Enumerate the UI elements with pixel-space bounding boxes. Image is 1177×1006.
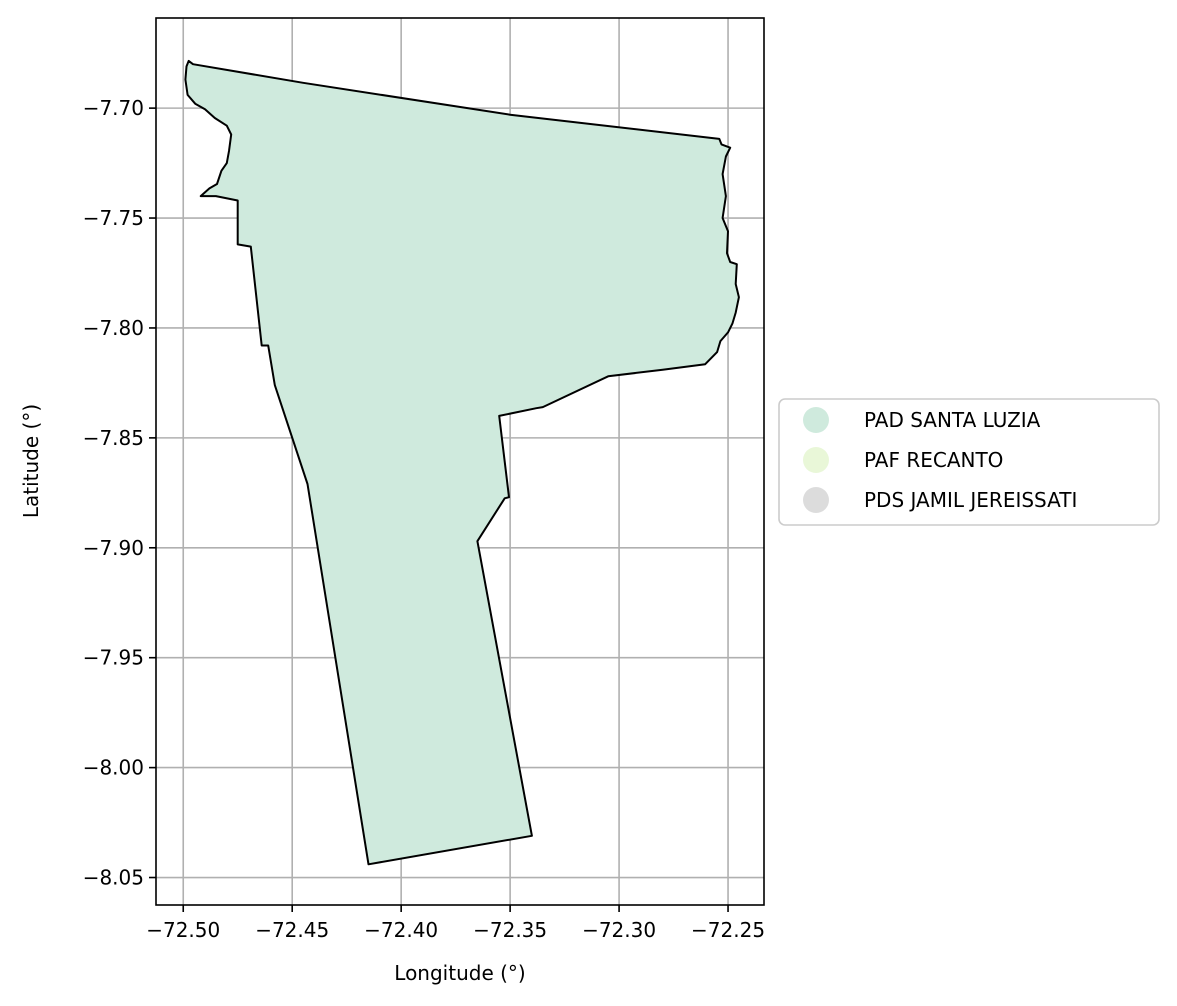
x-tick-label: −72.25 xyxy=(691,918,765,942)
y-tick-label: −7.95 xyxy=(83,646,144,670)
y-tick-label: −7.80 xyxy=(83,316,144,340)
y-tick-label: −8.00 xyxy=(83,756,144,780)
area-polygon xyxy=(185,61,739,864)
y-tick-label: −8.05 xyxy=(83,866,144,890)
legend-marker xyxy=(803,447,829,473)
y-tick-label: −7.90 xyxy=(83,536,144,560)
y-axis-label: Latitude (°) xyxy=(19,404,43,518)
y-axis-ticks: −7.70 −7.75 −7.80 −7.85 −7.90 −7.95 −8.00 −8.05 xyxy=(83,96,156,889)
legend-label: PAF RECANTO xyxy=(864,448,1003,472)
x-tick-label: −72.50 xyxy=(146,918,220,942)
legend-label: PAD SANTA LUZIA xyxy=(864,408,1041,432)
x-tick-label: −72.35 xyxy=(473,918,547,942)
x-tick-label: −72.40 xyxy=(364,918,438,942)
x-tick-label: −72.30 xyxy=(582,918,656,942)
x-axis-label: Longitude (°) xyxy=(394,961,525,985)
y-tick-label: −7.85 xyxy=(83,426,144,450)
polygon-layer xyxy=(185,61,739,864)
legend-marker xyxy=(803,407,829,433)
y-tick-label: −7.70 xyxy=(83,96,144,120)
legend-label: PDS JAMIL JEREISSATI xyxy=(864,488,1077,512)
x-tick-label: −72.45 xyxy=(255,918,329,942)
x-axis-ticks: −72.50 −72.45 −72.40 −72.35 −72.30 −72.25 xyxy=(146,905,765,942)
legend-marker xyxy=(803,487,829,513)
legend: PAD SANTA LUZIA PAF RECANTO PDS JAMIL JERE… xyxy=(779,399,1159,525)
y-tick-label: −7.75 xyxy=(83,206,144,230)
